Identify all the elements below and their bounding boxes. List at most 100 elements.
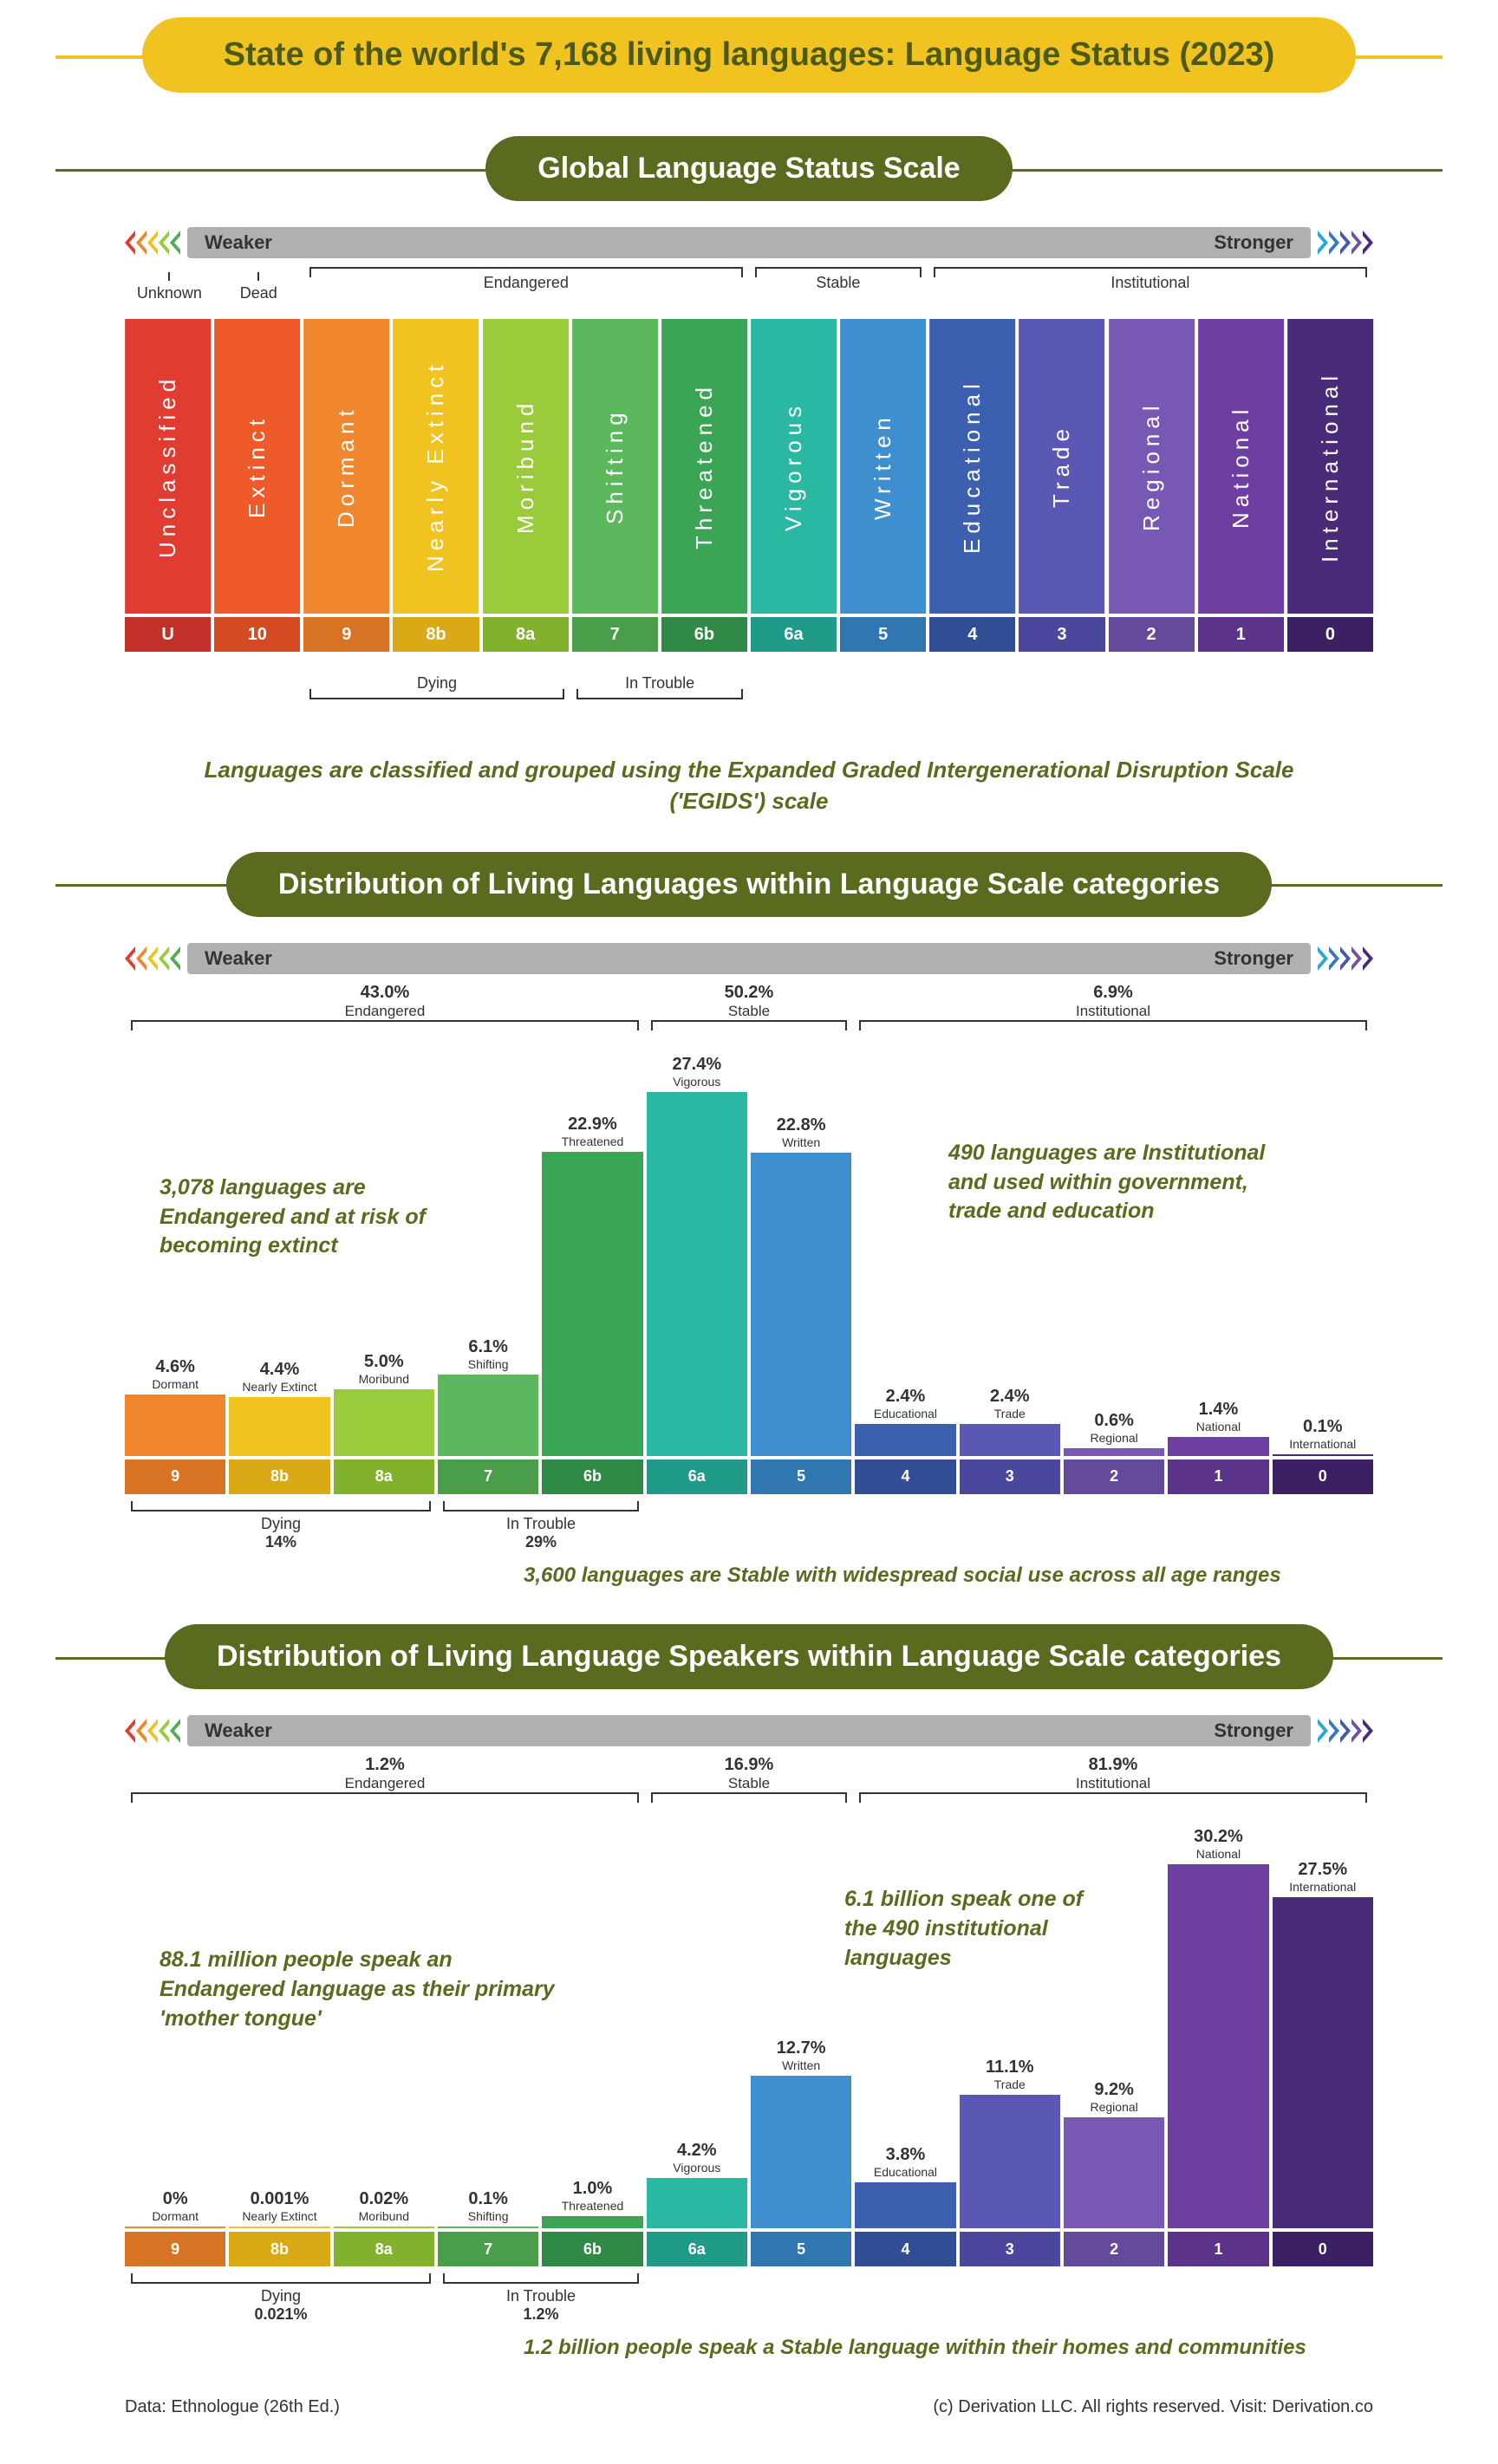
page-title-banner: State of the world's 7,168 living langua… <box>142 17 1356 93</box>
bar-column: 4.6%Dormant 9 <box>125 1357 225 1494</box>
bar-rect <box>751 2076 851 2229</box>
chevron-right-icon <box>1351 946 1362 971</box>
scale-code: 9 <box>303 617 389 652</box>
bar-percentage: 4.6% <box>125 1357 225 1377</box>
bar-rect <box>334 1389 434 1456</box>
scale-code: 8b <box>393 617 479 652</box>
bar-percentage: 3.8% <box>855 2145 955 2165</box>
bar-column: 1.4%National1 <box>1168 1400 1268 1493</box>
bar-label: Trade <box>960 1407 1060 1421</box>
scale-top-group: Unknown <box>125 267 214 302</box>
page-title: State of the world's 7,168 living langua… <box>224 36 1275 73</box>
scale-block-label: National <box>1198 319 1284 614</box>
chevron-right-icon <box>1340 946 1351 971</box>
callout-text: 490 languages are Institutional and used… <box>948 1139 1278 1226</box>
scale-code: 2 <box>1109 617 1195 652</box>
bar-label: Shifting <box>438 1357 538 1371</box>
scale-top-group: Dead <box>214 267 303 302</box>
bar-label: International <box>1273 1437 1373 1451</box>
bar-label: Dormant <box>125 2209 225 2223</box>
chevron-left-icon <box>136 946 147 971</box>
chevron-right-icon <box>1363 231 1373 255</box>
scale-column: Trade3 <box>1019 319 1104 652</box>
bar-percentage: 9.2% <box>1064 2080 1164 2100</box>
bar-label: Shifting <box>438 2209 538 2223</box>
bar-rect <box>334 2227 434 2228</box>
scale-top-group: Institutional <box>934 267 1367 292</box>
scale-block-label: Trade <box>1019 319 1104 614</box>
scale-top-group: Endangered <box>309 267 743 292</box>
scale-bottom-group: Dying <box>309 659 564 699</box>
scale-column: Vigorous6a <box>751 319 837 652</box>
chevron-right-icon <box>1340 1719 1351 1743</box>
chevron-left-icon <box>147 231 158 255</box>
scale-column: Dormant9 <box>303 319 389 652</box>
chevron-left-icon <box>170 1719 180 1743</box>
scale-code: 3 <box>1019 617 1104 652</box>
bar-percentage: 0.1% <box>438 2189 538 2209</box>
bar-label: Vigorous <box>647 1075 747 1089</box>
bar-label: National <box>1168 1847 1268 1861</box>
bar-column: 22.8%Written5 <box>751 1115 851 1493</box>
bar-percentage: 0.1% <box>1273 1417 1373 1437</box>
scale-block-label: Threatened <box>661 319 747 614</box>
section-title-dist-speakers: Distribution of Living Language Speakers… <box>165 1624 1333 1689</box>
bar-percentage: 4.4% <box>229 1360 329 1380</box>
bar-label: Dormant <box>125 1377 225 1391</box>
bar-code: 2 <box>1064 2232 1164 2266</box>
sub-bracket: In Trouble1.2% <box>443 2273 639 2324</box>
scale-column: Educational4 <box>929 319 1015 652</box>
sub-bracket: Dying0.021% <box>131 2273 431 2324</box>
stronger-label: Stronger <box>1214 231 1293 254</box>
bar-code: 1 <box>1168 1460 1268 1494</box>
scale-column: International0 <box>1287 319 1373 652</box>
bar-rect <box>1273 1454 1373 1456</box>
bar-label: Threatened <box>542 1134 642 1148</box>
bar-code: 9 <box>125 1460 225 1494</box>
bar-column: 4.4%Nearly Extinct8b <box>229 1360 329 1493</box>
bar-label: International <box>1273 1880 1373 1894</box>
bar-column: 6.1%Shifting7 <box>438 1337 538 1494</box>
chevron-left-icon <box>136 1719 147 1743</box>
chevron-left-icon <box>159 946 169 971</box>
bar-rect <box>125 2227 225 2228</box>
bar-column: 2.4%Educational4 <box>855 1387 955 1494</box>
scale-block-label: Extinct <box>214 319 300 614</box>
bar-percentage: 22.9% <box>542 1115 642 1134</box>
chevron-right-icon <box>1318 231 1328 255</box>
bar-percentage: 4.2% <box>647 2141 747 2161</box>
bar-rect <box>751 1153 851 1455</box>
stronger-label: Stronger <box>1214 947 1293 970</box>
speakers-chart: 1.2%Endangered16.9%Stable81.9%Institutio… <box>125 1755 1373 2266</box>
chevron-right-icon <box>1318 946 1328 971</box>
bar-column: 27.4%Vigorous6a <box>647 1055 747 1494</box>
bar-label: National <box>1168 1420 1268 1434</box>
bar-column: 5.0%Moribund8a <box>334 1352 434 1494</box>
chevron-right-icon <box>1329 1719 1339 1743</box>
bar-label: Trade <box>960 2077 1060 2091</box>
scale-column: National1 <box>1198 319 1284 652</box>
scale-column: Shifting7 <box>572 319 658 652</box>
scale-column: Regional2 <box>1109 319 1195 652</box>
bar-label: Nearly Extinct <box>229 1380 329 1394</box>
bar-rect <box>960 1424 1060 1456</box>
scale-column: Nearly Extinct8b <box>393 319 479 652</box>
scale-block-label: International <box>1287 319 1373 614</box>
group-bracket: 43.0%Endangered <box>131 983 639 1022</box>
bar-rect <box>542 2216 642 2228</box>
bar-column: 9.2%Regional2 <box>1064 2080 1164 2266</box>
weaker-label: Weaker <box>205 947 272 970</box>
bar-percentage: 30.2% <box>1168 1827 1268 1847</box>
bar-rect <box>1273 1897 1373 2228</box>
strength-track: WeakerStronger <box>187 1715 1311 1746</box>
bar-percentage: 0.6% <box>1064 1411 1164 1431</box>
bar-rect <box>125 1395 225 1456</box>
bar-column: 12.7%Written5 <box>751 2038 851 2267</box>
bar-code: 7 <box>438 1460 538 1494</box>
chevron-left-icon <box>125 1719 135 1743</box>
scale-block-label: Nearly Extinct <box>393 319 479 614</box>
bar-code: 8a <box>334 1460 434 1494</box>
bar-rect <box>542 1152 642 1456</box>
bar-label: Threatened <box>542 2199 642 2213</box>
footer-copyright: (c) Derivation LLC. All rights reserved.… <box>933 2397 1373 2417</box>
